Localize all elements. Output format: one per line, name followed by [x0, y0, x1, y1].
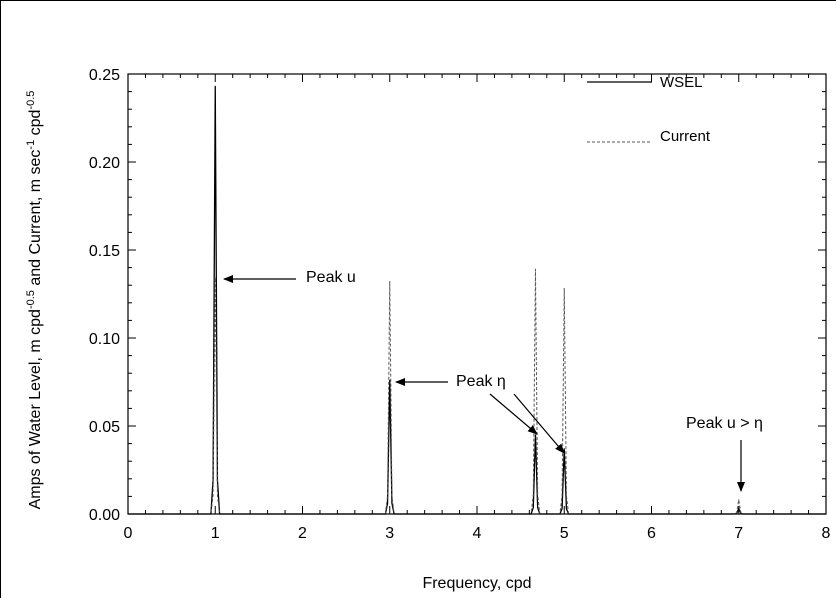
legend-label-current: Current — [660, 128, 711, 145]
peak-point-current-1 — [214, 277, 216, 279]
x-tick-label-6: 6 — [647, 525, 656, 542]
peak-point-current-5 — [563, 288, 565, 290]
series-wsel — [128, 85, 826, 515]
y-axis-title-exp3: -0.5 — [25, 91, 37, 110]
y-tick-label-0.10: 0.10 — [89, 331, 120, 348]
y-axis-title-mid: and Current, m sec — [27, 150, 44, 291]
peak-point-wsel-4.67 — [534, 434, 537, 436]
annotations: Peak u Peak η Peak u > η — [223, 269, 763, 492]
axes-layer: 0 1 2 3 4 5 6 7 8 0.00 0.05 0.10 0.15 0.20 0.25 — [89, 67, 831, 542]
peak-point-wsel-3 — [389, 379, 391, 381]
y-tick-label-0.25: 0.25 — [89, 67, 120, 84]
x-axis-title: Frequency, cpd — [422, 575, 531, 592]
annotation-peak-u-gt-eta: Peak u > η — [686, 415, 763, 432]
x-tick-label-0: 0 — [124, 525, 133, 542]
peak-point-current-3 — [389, 281, 391, 283]
x-tick-label-3: 3 — [385, 525, 394, 542]
legend: WSEL Current — [587, 74, 711, 145]
legend-label-wsel: WSEL — [660, 74, 703, 91]
x-tick-label-7: 7 — [734, 525, 743, 542]
series-current — [128, 268, 826, 515]
x-tick-label-4: 4 — [473, 525, 482, 542]
series-line-current — [128, 269, 826, 515]
peak-point-wsel-1 — [214, 85, 216, 87]
annotation-peak-eta: Peak η — [456, 373, 506, 390]
y-tick-label-0.05: 0.05 — [89, 419, 120, 436]
y-tick-label-0.15: 0.15 — [89, 243, 120, 260]
x-tick-label-8: 8 — [822, 525, 831, 542]
peak-point-current-4.67 — [534, 268, 537, 270]
series-layer — [128, 85, 826, 515]
plot-area-border — [127, 73, 827, 515]
y-tick-label-0.00: 0.00 — [89, 507, 120, 524]
y-tick-label-0.20: 0.20 — [89, 155, 120, 172]
peak-point-wsel-5 — [563, 448, 565, 450]
annotation-peak-u: Peak u — [306, 269, 356, 286]
x-tick-label-1: 1 — [211, 525, 220, 542]
y-axis-title-tail: cpd — [27, 110, 44, 140]
x-tick-label-5: 5 — [560, 525, 569, 542]
y-axis-title-exp2: -1 — [25, 140, 37, 150]
annotation-peak-eta-arrow-3 — [513, 393, 565, 454]
y-axis-title: Amps of Water Level, m cpd-0.5 and Curre… — [25, 91, 44, 510]
y-axis-title-exp1: -0.5 — [25, 290, 37, 309]
peak-point-current-7 — [738, 499, 740, 501]
series-line-wsel — [128, 86, 826, 515]
annotation-peak-eta-arrow-2 — [489, 393, 538, 435]
x-tick-label-2: 2 — [298, 525, 307, 542]
y-axis-title-main: Amps of Water Level, m cpd — [27, 309, 44, 509]
